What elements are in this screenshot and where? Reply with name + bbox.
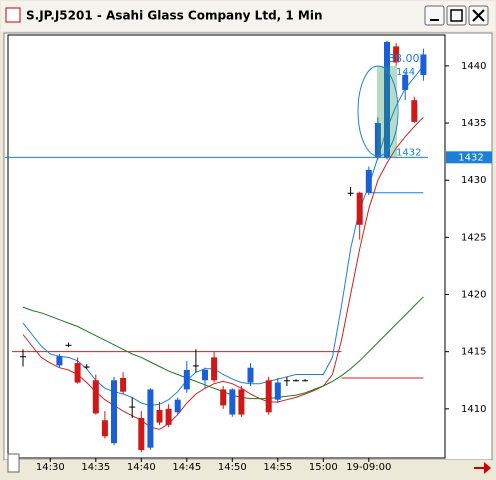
candle-body: [293, 380, 299, 382]
candle-body: [229, 389, 236, 415]
y-tick-label: 1410: [461, 404, 486, 415]
maximize-button[interactable]: [446, 5, 467, 26]
scroll-box[interactable]: [7, 453, 20, 473]
candle-body: [174, 399, 181, 413]
candle-body: [347, 192, 354, 194]
x-tick-label: 14:35: [81, 462, 110, 473]
indicator-line: [22, 116, 424, 430]
candle-body: [192, 365, 199, 367]
y-tick-label: 1435: [461, 118, 486, 129]
candle-body: [56, 356, 63, 366]
candle-body: [238, 389, 245, 415]
x-tick-label: 14:45: [172, 462, 201, 473]
window-buttons[interactable]: [424, 5, 489, 26]
title-bar: [1, 1, 495, 31]
candle-body: [374, 123, 381, 158]
candle-body: [393, 46, 400, 63]
candle-body: [138, 417, 145, 450]
candle-body: [183, 369, 190, 390]
candle-body: [211, 357, 218, 381]
candle-body: [165, 408, 172, 425]
candle-body: [274, 382, 281, 400]
y-tick-label: 1420: [461, 290, 486, 301]
time-axis-bar: [4, 460, 492, 476]
candle-body: [220, 389, 227, 406]
last-price-tag-label: 1432: [458, 152, 483, 163]
candle-body: [402, 75, 409, 90]
candle-body: [101, 420, 108, 437]
x-tick-label: 19-09:00: [346, 462, 391, 473]
last-price-label: 1432: [396, 147, 421, 158]
candle-body: [111, 380, 117, 444]
candle-body: [384, 41, 390, 158]
candle-body: [83, 366, 90, 368]
x-tick-label: 15:00: [309, 462, 338, 473]
window-title: S.JP.J5201 - Asahi Glass Company Ltd, 1 …: [26, 9, 323, 23]
x-tick-label: 14:55: [263, 462, 292, 473]
app-icon: [5, 7, 21, 23]
annotation: 38.00: [388, 52, 420, 65]
y-tick-label: 1415: [461, 347, 486, 358]
candle-body: [92, 380, 99, 414]
x-tick-label: 14:30: [36, 462, 65, 473]
close-icon: [472, 9, 485, 22]
candle-body: [247, 367, 254, 383]
candle-body: [202, 369, 208, 381]
y-tick-label: 1440: [461, 61, 486, 72]
candle-body: [265, 380, 272, 413]
candle-body: [129, 406, 136, 408]
candle-body: [120, 377, 127, 392]
annotation: 144: [396, 67, 415, 78]
candle-body: [74, 363, 81, 383]
candle-body: [420, 54, 427, 76]
candle-body: [356, 192, 363, 225]
indicator-line: [22, 65, 424, 406]
candle-body: [411, 100, 418, 122]
candle-body: [283, 380, 290, 382]
scroll-arrow[interactable]: [474, 462, 491, 474]
candle-body: [65, 344, 72, 346]
candle-body: [147, 389, 154, 448]
candle-body: [365, 169, 372, 193]
highlight-zone: [377, 66, 397, 157]
y-tick-label: 1430: [461, 175, 486, 186]
maximize-icon: [450, 9, 463, 22]
plot: 1410 1415 1420 1425 1430 1435 1440 14:30 14:35 14…: [5, 40, 486, 473]
y-tick-label: 1425: [461, 232, 486, 243]
minimize-button[interactable]: [424, 5, 445, 26]
last-price-tag: [446, 151, 492, 164]
plot-area: [7, 34, 446, 459]
x-tick-label: 14:40: [127, 462, 156, 473]
candle-body: [156, 409, 163, 423]
selection-ellipse: [357, 65, 399, 157]
candle-body: [20, 356, 26, 358]
x-tick-label: 14:50: [218, 462, 247, 473]
candle-body: [302, 380, 309, 382]
